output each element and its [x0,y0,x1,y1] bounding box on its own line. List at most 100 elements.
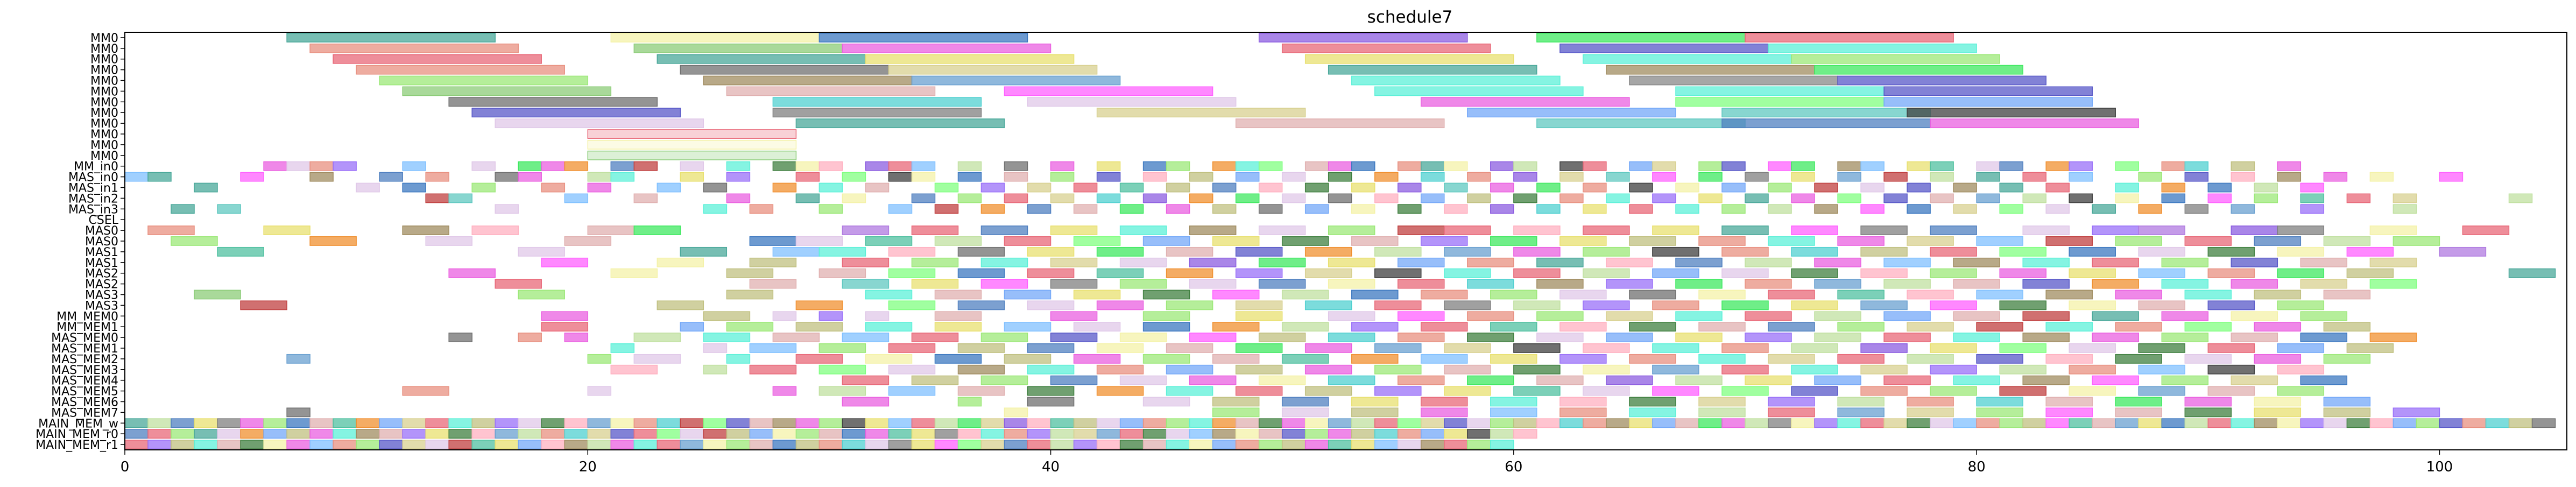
gantt-bar [2254,193,2278,203]
gantt-bar [1814,375,1861,385]
gantt-bar [1490,429,1514,439]
gantt-bar [1073,236,1121,246]
gantt-bar [1235,364,1283,375]
gantt-bar [2092,257,2139,267]
gantt-bar [934,322,982,332]
gantt-bar [1328,65,1537,75]
gantt-bar [1513,300,1561,310]
gantt-bar [1073,429,1098,439]
gantt-bar [1444,268,1491,278]
gantt-bar [2184,322,2232,332]
gantt-bar [772,333,820,342]
gantt-bar [1490,418,1514,428]
gantt-bar [1999,246,2046,257]
gantt-bar [657,257,704,267]
gantt-bar [1189,418,1213,428]
gantt-bar [1444,300,1491,310]
gantt-bar [171,204,195,214]
gantt-bar [2092,204,2116,214]
gantt-bar [795,322,843,332]
gantt-bar [703,440,728,449]
gantt-bar [1976,418,2000,428]
gantt-bar [934,290,982,300]
gantt-bar [911,193,936,203]
gantt-bar [1976,236,2023,246]
gantt-bar [309,172,334,182]
gantt-bar [2115,407,2162,418]
gantt-bar [217,246,264,257]
gantt-bar [1027,300,1075,310]
gantt-bar [2069,418,2093,428]
gantt-bar [1073,322,1121,332]
gantt-bar [842,333,890,342]
gantt-bar [1745,375,1792,385]
gantt-bar [980,375,1028,385]
gantt-bar [2369,279,2417,289]
gantt-bar [2161,311,2209,321]
gantt-bar [1374,300,1422,310]
gantt-bar [147,440,172,449]
gantt-bar [1999,386,2046,396]
gantt-bar [286,440,310,449]
gantt-bar [2138,300,2185,310]
gantt-bar [1559,397,1607,407]
gantt-bar [1559,193,1584,203]
gantt-bar [1883,279,1931,289]
y-tick-label: MAS_MEM5 [51,385,118,399]
gantt-bar [865,354,913,364]
gantt-bar [1119,429,1144,439]
gantt-bar [1004,236,1051,246]
gantt-bar [1328,440,1352,449]
gantt-bar [772,108,982,118]
gantt-bar [564,193,589,203]
gantt-bar [1281,236,1329,246]
gantt-bar [1559,43,1769,53]
gantt-bar [1513,161,1537,171]
gantt-bar [1467,375,1514,385]
gantt-bar [1652,386,1699,396]
gantt-bar [1351,429,1375,439]
gantt-bar [703,204,728,214]
gantt-bar [2045,354,2093,364]
gantt-bar [1050,429,1075,439]
gantt-bar [1606,418,1630,428]
gantt-bar [1374,429,1399,439]
gantt-bar [1421,440,1445,449]
gantt-bar [934,311,982,321]
gantt-bar [1629,204,1653,214]
gantt-bar [749,364,797,375]
gantt-bar [842,440,866,449]
gantt-bar [772,97,982,107]
gantt-bar [2254,354,2302,364]
gantt-bar [1166,440,1190,449]
gantt-bar [1142,354,1190,364]
gantt-bar [1189,375,1237,385]
gantt-bar [2115,418,2139,428]
gantt-bar [286,161,310,171]
gantt-bar [1721,182,1746,193]
gantt-bar [980,257,1028,267]
gantt-bar [1837,290,1885,300]
y-tick-label: MAS_in3 [68,203,118,216]
gantt-bar [1559,322,1607,332]
gantt-bar [2323,354,2371,364]
gantt-bar [772,418,797,428]
gantt-bar [2022,172,2046,182]
gantt-bar [1907,182,1931,193]
gantt-bar [2115,182,2139,193]
gantt-bar [842,43,1051,53]
gantt-bar [2161,193,2186,203]
gantt-bar [1860,268,1908,278]
gantt-bar [1351,236,1399,246]
gantt-bar [1907,418,1931,428]
gantt-bar [1999,418,2023,428]
gantt-bar [680,418,704,428]
gantt-bar [1490,236,1537,246]
gantt-bar [2277,343,2325,353]
gantt-bar [587,182,612,193]
gantt-bar [263,440,287,449]
gantt-bar [726,322,774,332]
gantt-bar [2254,397,2302,407]
gantt-bar [1050,375,1098,385]
